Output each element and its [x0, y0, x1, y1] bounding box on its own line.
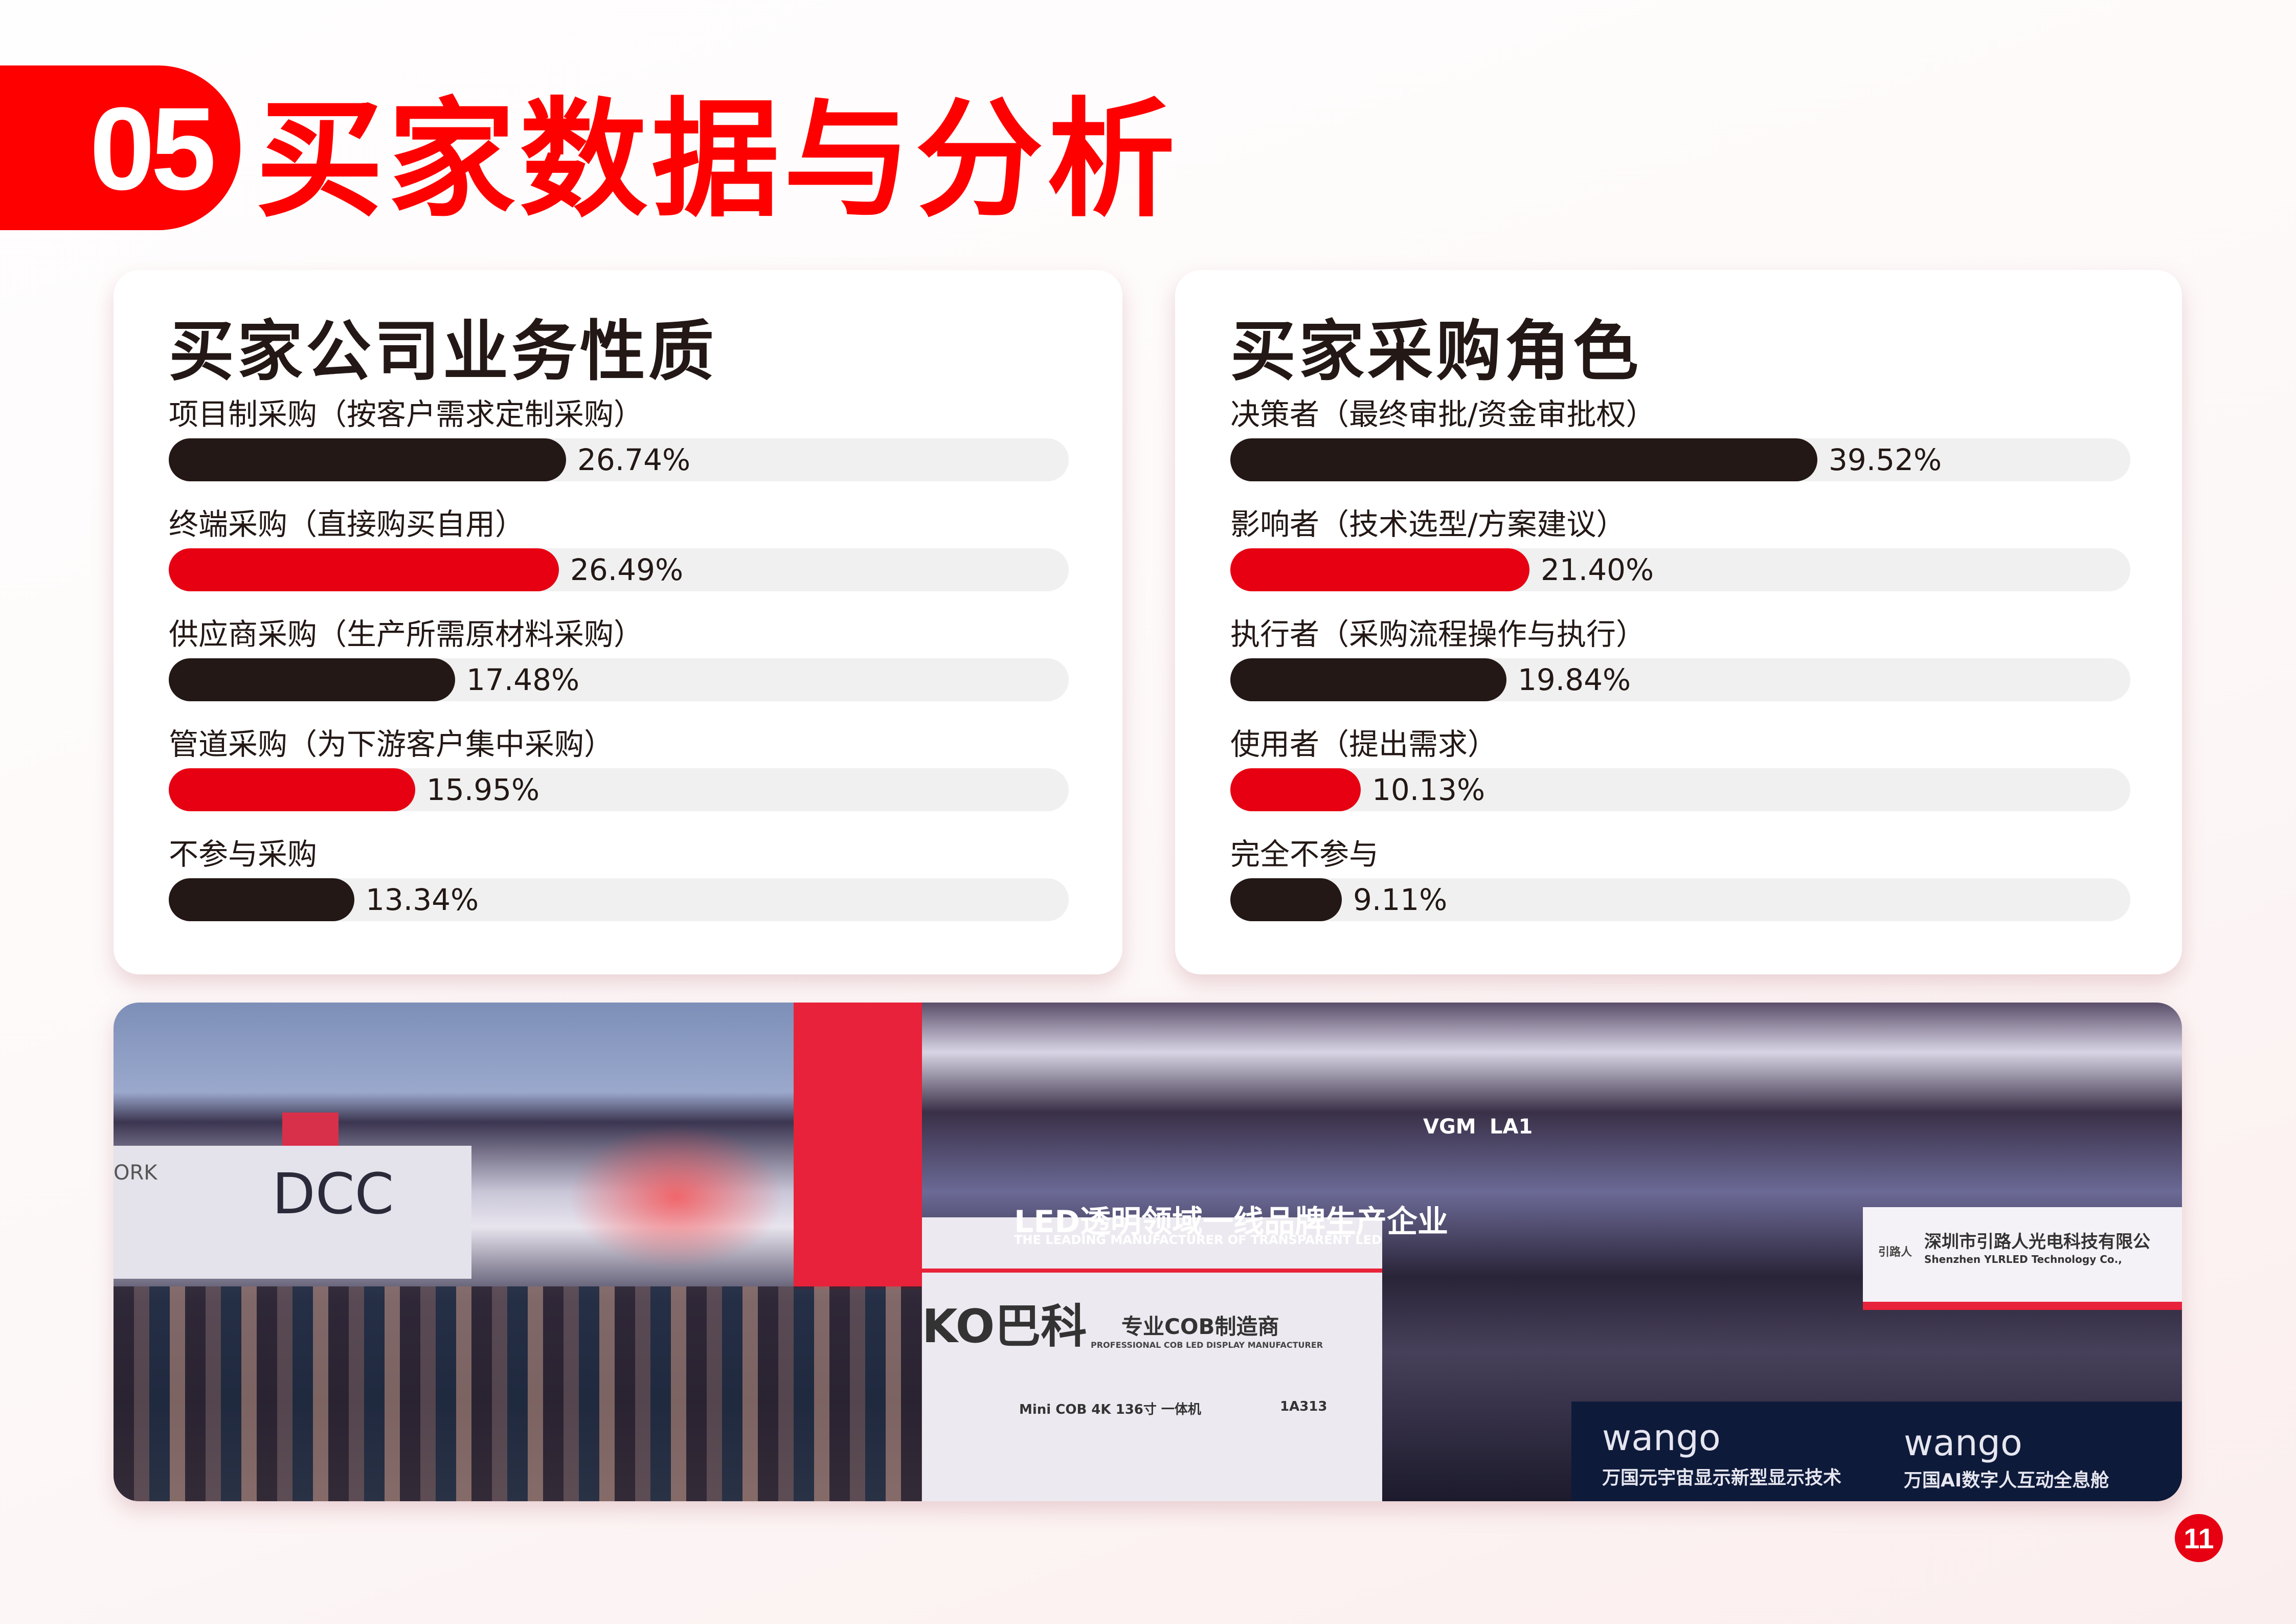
booth-product: Mini COB 4K 136寸 一体机	[1019, 1402, 1201, 1417]
red-booth-wall	[794, 1003, 922, 1289]
bar-track: 15.95%	[169, 768, 1069, 811]
bar-value: 21.40%	[1541, 552, 1654, 587]
bar-track: 17.48%	[169, 658, 1069, 701]
booth-red-stripe	[922, 1269, 1382, 1273]
exhibition-photo-right: LED透明领域一线品牌生产企业 THE LEADING MANUFACTURER…	[922, 1003, 2182, 1501]
bar-value: 26.49%	[570, 552, 684, 587]
bar-value: 39.52%	[1829, 442, 1942, 477]
bar-row: 决策者（最终审批/资金审批权） 39.52%	[1230, 396, 2130, 488]
bar-track: 19.84%	[1230, 658, 2130, 701]
booth-sign-ork: ORK	[114, 1161, 157, 1185]
booth-brand: KO巴科	[922, 1300, 1087, 1353]
bar-value: 19.84%	[1518, 662, 1631, 697]
bar-row: 供应商采购（生产所需原材料采购） 17.48%	[169, 616, 1069, 708]
bar-row: 管道采购（为下游客户集中采购） 15.95%	[169, 726, 1069, 818]
wango-brand-2: wango	[1904, 1422, 2022, 1464]
banner-cn: LED透明领域一线品牌生产企业	[1014, 1204, 1449, 1240]
bar-fill	[169, 658, 455, 701]
bar-track: 39.52%	[1230, 438, 2130, 481]
bar-label: 影响者（技术选型/方案建议）	[1230, 507, 1626, 542]
bar-label: 完全不参与	[1230, 837, 1379, 872]
bar-fill	[169, 878, 354, 921]
purchasing-role-card: 买家采购角色 决策者（最终审批/资金审批权） 39.52% 影响者（技术选型/方案建…	[1175, 270, 2182, 974]
bar-fill	[1230, 658, 1506, 701]
wango-text-2: 万国AI数字人互动全息舱	[1904, 1470, 2109, 1491]
bar-row: 影响者（技术选型/方案建议） 21.40%	[1230, 506, 2130, 598]
booth-tag-la: LA1	[1490, 1115, 1533, 1139]
page-number-badge: 11	[2175, 1514, 2223, 1562]
booth-en: PROFESSIONAL COB LED DISPLAY MANUFACTURE…	[1091, 1340, 1323, 1350]
bar-fill	[169, 438, 566, 481]
bar-row: 使用者（提出需求） 10.13%	[1230, 726, 2130, 818]
section-number: 05	[89, 82, 216, 214]
bar-row: 项目制采购（按客户需求定制采购） 26.74%	[169, 396, 1069, 488]
business-nature-card: 买家公司业务性质 项目制采购（按客户需求定制采购） 26.74% 终端采购（直接购买…	[114, 270, 1122, 974]
bar-label: 终端采购（直接购买自用）	[169, 507, 525, 542]
bar-label: 供应商采购（生产所需原材料采购）	[169, 617, 644, 652]
wango-text-1: 万国元宇宙显示新型显示技术	[1602, 1467, 1842, 1488]
bar-label: 不参与采购	[169, 837, 318, 872]
booth-sign-dcc: DCC	[272, 1161, 394, 1227]
bar-fill	[169, 768, 415, 811]
booth-tag-vgm: VGM	[1423, 1115, 1476, 1139]
page-title: 买家数据与分析	[256, 85, 1179, 234]
bar-row: 终端采购（直接购买自用） 26.49%	[169, 506, 1069, 598]
card-title: 买家公司业务性质	[169, 314, 717, 390]
bar-value: 9.11%	[1353, 882, 1448, 917]
wango-brand-1: wango	[1602, 1417, 1721, 1459]
bar-track: 21.40%	[1230, 548, 2130, 591]
bar-track: 13.34%	[169, 878, 1069, 921]
ylrled-company-cn: 深圳市引路人光电科技有限公	[1924, 1232, 2150, 1252]
ylrled-red-stripe	[1863, 1302, 2182, 1310]
bar-label: 使用者（提出需求）	[1230, 727, 1498, 762]
bar-value: 13.34%	[366, 882, 479, 917]
card-title: 买家采购角色	[1230, 314, 1642, 390]
ylrled-sign	[1863, 1207, 2182, 1304]
red-booth-panel	[282, 1113, 339, 1148]
bar-value: 17.48%	[466, 662, 580, 697]
bar-fill	[169, 548, 559, 591]
bar-label: 执行者（采购流程操作与执行）	[1230, 617, 1646, 652]
bar-row: 执行者（采购流程操作与执行） 19.84%	[1230, 616, 2130, 708]
bar-fill	[1230, 548, 1529, 591]
bar-track: 10.13%	[1230, 768, 2130, 811]
bar-value: 10.13%	[1372, 772, 1485, 807]
bar-value: 26.74%	[577, 442, 691, 477]
bar-fill	[1230, 768, 1361, 811]
bar-label: 决策者（最终审批/资金审批权）	[1230, 397, 1656, 432]
booth-wall	[114, 1146, 471, 1279]
bar-track: 26.49%	[169, 548, 1069, 591]
bar-label: 项目制采购（按客户需求定制采购）	[169, 397, 644, 432]
exhibition-photo-left: DCC ORK	[114, 1003, 922, 1501]
bar-row: 不参与采购 13.34%	[169, 836, 1069, 928]
wango-screen	[1571, 1401, 2182, 1501]
banner-en: THE LEADING MANUFACTURER OF TRANSPARENT …	[1014, 1233, 1382, 1247]
ylrled-company-en: Shenzhen YLRLED Technology Co.,	[1924, 1253, 2122, 1265]
bar-track: 26.74%	[169, 438, 1069, 481]
booth-cn: 专业COB制造商	[1121, 1314, 1279, 1339]
ylrled-logo: 引路人	[1878, 1246, 1912, 1259]
bar-track: 9.11%	[1230, 878, 2130, 921]
crowd	[114, 1286, 922, 1501]
booth-number: 1A313	[1280, 1399, 1327, 1414]
booth-ko	[922, 1217, 1382, 1501]
bar-fill	[1230, 438, 1817, 481]
exhibition-photo-strip: DCC ORK LED透明领域一线品牌生产企业 THE LEADING MANU…	[114, 1003, 2182, 1501]
bar-fill	[1230, 878, 1342, 921]
bar-value: 15.95%	[426, 772, 540, 807]
section-number-pill	[0, 65, 240, 230]
bar-label: 管道采购（为下游客户集中采购）	[169, 727, 614, 762]
bar-row: 完全不参与 9.11%	[1230, 836, 2130, 928]
